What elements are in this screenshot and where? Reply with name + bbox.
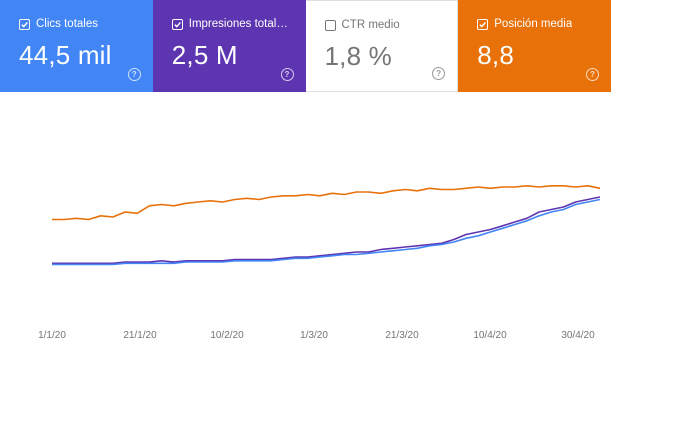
metric-header: Impresiones total… bbox=[171, 18, 300, 30]
metric-label: Clics totales bbox=[36, 18, 98, 30]
x-tick-label: 1/3/20 bbox=[300, 330, 328, 341]
x-tick-label: 10/4/20 bbox=[473, 330, 507, 341]
help-icon[interactable]: ? bbox=[127, 68, 141, 81]
performance-chart: 1/1/20 21/1/20 10/2/20 1/3/20 21/3/20 10/4/20… bbox=[38, 185, 601, 341]
x-tick-label: 30/4/20 bbox=[561, 330, 595, 341]
metric-header: Posición media bbox=[477, 18, 605, 30]
help-icon[interactable]: ? bbox=[432, 67, 446, 80]
metric-card-clicks[interactable]: Clics totales 44,5 mil ? bbox=[0, 0, 153, 92]
checkbox-icon[interactable] bbox=[477, 18, 489, 30]
series-line-posici-n-media bbox=[52, 185, 601, 221]
x-tick-label: 21/3/20 bbox=[385, 330, 419, 341]
help-icon[interactable]: ? bbox=[586, 68, 599, 81]
metric-card-impressions[interactable]: Impresiones total… 2,5 M ? bbox=[152, 0, 306, 92]
metric-card-ctr[interactable]: CTR medio 1,8 % ? bbox=[305, 0, 459, 92]
metric-header: CTR medio bbox=[324, 19, 453, 31]
metric-label: Posición media bbox=[494, 18, 573, 30]
metric-value: 44,5 mil bbox=[19, 40, 112, 70]
metric-cards: Clics totales 44,5 mil ? Impresiones tot… bbox=[0, 0, 611, 92]
metric-value: 2,5 M bbox=[171, 40, 238, 70]
series-line-clics-totales bbox=[52, 198, 601, 266]
x-tick-label: 1/1/20 bbox=[38, 330, 66, 341]
checkbox-icon[interactable] bbox=[19, 18, 30, 30]
help-icon[interactable]: ? bbox=[280, 68, 294, 81]
metric-card-position[interactable]: Posición media 8,8 ? bbox=[458, 0, 611, 92]
series-line-impresiones-totales bbox=[52, 196, 601, 265]
x-tick-label: 10/2/20 bbox=[210, 330, 244, 341]
checkbox-icon[interactable] bbox=[324, 19, 336, 31]
metric-header: Clics totales bbox=[19, 18, 147, 30]
metric-value: 8,8 bbox=[477, 40, 514, 70]
metric-label: Impresiones total… bbox=[188, 18, 288, 30]
checkbox-icon[interactable] bbox=[171, 18, 183, 30]
metric-value: 1,8 % bbox=[324, 41, 392, 71]
x-tick-label: 21/1/20 bbox=[123, 330, 157, 341]
metric-label: CTR medio bbox=[341, 19, 400, 31]
